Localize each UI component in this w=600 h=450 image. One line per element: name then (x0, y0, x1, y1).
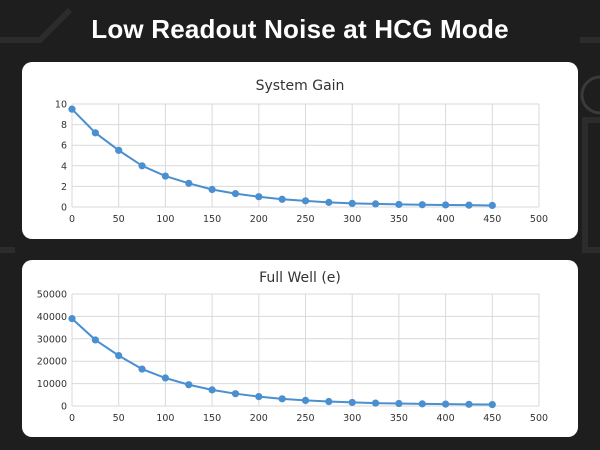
data-point (301, 396, 310, 404)
chart-title: Full Well (e) (259, 270, 341, 286)
data-point (255, 392, 263, 401)
data-point (488, 201, 496, 210)
x-tick-label: 300 (343, 214, 361, 225)
x-tick-label: 50 (113, 214, 125, 225)
x-tick-label: 350 (390, 413, 408, 424)
data-point (325, 198, 333, 206)
data-point (395, 399, 403, 408)
data-point (161, 374, 169, 382)
data-point (161, 172, 169, 180)
y-tick-label: 2 (61, 182, 67, 193)
x-tick-label: 200 (250, 413, 268, 424)
y-tick-label: 20000 (37, 357, 67, 368)
y-tick-label: 50000 (37, 290, 67, 301)
x-tick-label: 450 (483, 214, 501, 225)
data-point (278, 195, 286, 203)
data-point (371, 200, 380, 208)
x-tick-label: 50 (113, 413, 125, 424)
y-tick-label: 8 (61, 120, 67, 131)
data-point (138, 365, 146, 373)
data-point (68, 315, 76, 323)
x-tick-label: 250 (296, 214, 314, 225)
x-tick-label: 350 (390, 214, 408, 225)
page-title: Low Readout Noise at HCG Mode (91, 14, 509, 44)
data-point (185, 381, 193, 389)
y-tick-label: 10 (55, 100, 67, 111)
y-tick-label: 6 (61, 141, 67, 152)
data-point (418, 400, 426, 408)
data-point (442, 201, 450, 209)
data-point (465, 201, 473, 209)
x-tick-label: 250 (296, 413, 314, 424)
y-tick-label: 10000 (37, 379, 67, 390)
full-well-chart: 0 10000 20000 30000 40000 50000 0 50 100 150 200 25… (37, 290, 548, 425)
data-point (395, 200, 403, 209)
data-point (488, 400, 496, 409)
y-tick-label: 0 (61, 203, 67, 214)
data-point (325, 397, 333, 406)
x-tick-label: 400 (437, 413, 455, 424)
x-tick-label: 150 (203, 214, 221, 225)
x-tick-label: 450 (483, 413, 501, 424)
x-tick-label: 150 (203, 413, 221, 424)
data-point (185, 179, 193, 187)
y-tick-label: 0 (61, 402, 67, 413)
data-point (91, 129, 99, 137)
data-point (348, 398, 356, 407)
data-point (208, 185, 216, 194)
data-point (255, 193, 263, 201)
y-tick-label: 30000 (37, 334, 67, 345)
data-point (138, 162, 146, 170)
data-point (348, 199, 356, 207)
series-line (71, 108, 493, 207)
chart-panel-system-gain: System Gain 0 2 4 6 8 10 0 50 100 150 200 250 300 350… (22, 62, 578, 239)
chart-panel-full-well: Full Well (e) 0 10000 20000 30000 40000 50000… (22, 260, 578, 437)
x-tick-label: 200 (250, 214, 268, 225)
data-point (301, 197, 310, 205)
x-tick-label: 500 (530, 413, 548, 424)
x-tick-label: 100 (156, 214, 174, 225)
data-point (231, 390, 240, 398)
data-point (371, 399, 380, 407)
data-point (278, 395, 286, 403)
x-tick-label: 0 (69, 413, 75, 424)
data-point (208, 386, 216, 394)
chart-title: System Gain (255, 78, 345, 94)
x-tick-label: 300 (343, 413, 361, 424)
data-point (418, 201, 426, 209)
data-point (115, 146, 123, 154)
data-point (68, 105, 76, 113)
x-tick-label: 0 (69, 214, 75, 225)
data-point (442, 400, 450, 408)
y-tick-label: 4 (61, 161, 67, 172)
x-tick-label: 400 (437, 214, 455, 225)
data-point (465, 400, 473, 408)
x-tick-label: 100 (156, 413, 174, 424)
data-point (91, 336, 99, 344)
y-tick-label: 40000 (37, 312, 67, 323)
data-point (115, 352, 123, 360)
x-tick-label: 500 (530, 214, 548, 225)
data-point (231, 190, 240, 198)
